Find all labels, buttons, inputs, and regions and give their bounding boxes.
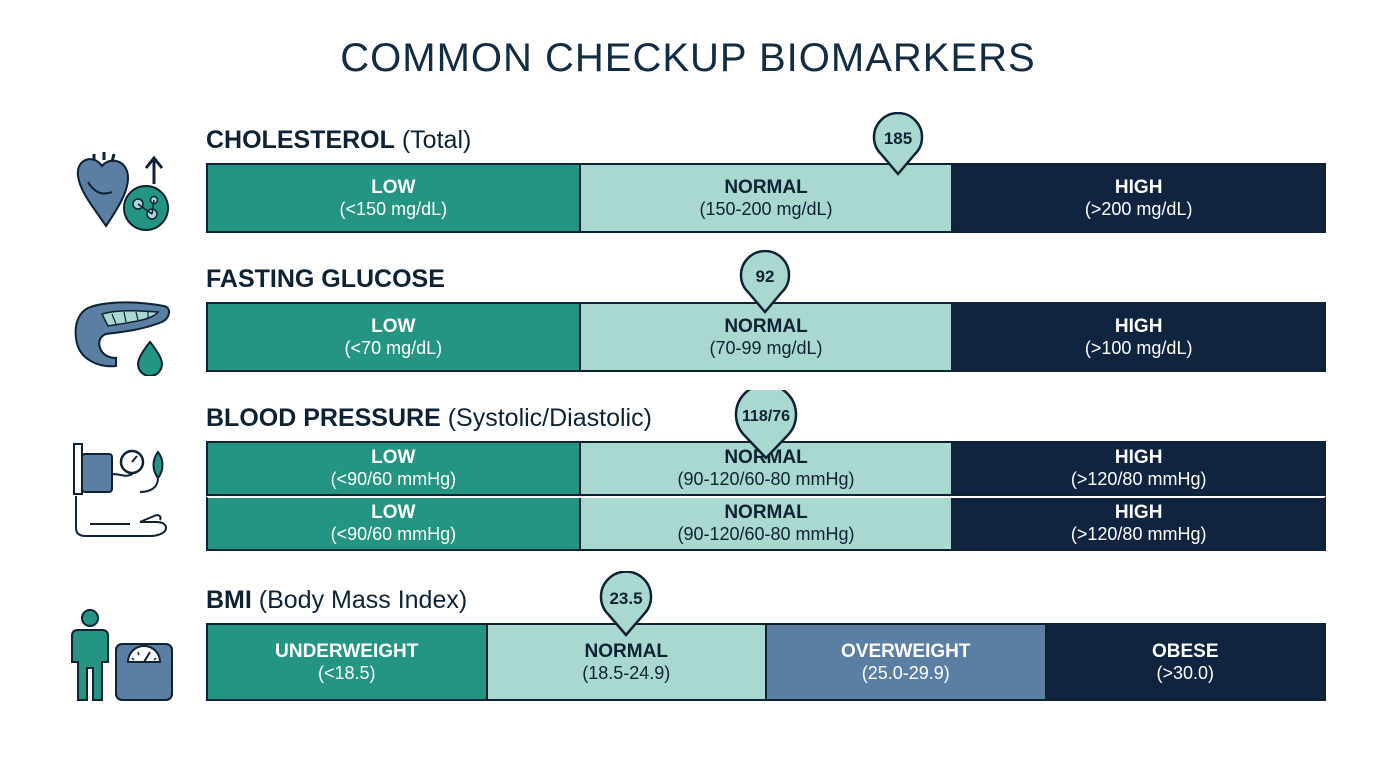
cholesterol-label-bold: CHOLESTEROL — [206, 126, 395, 154]
blood-pressure-range-bar-diastolic: LOW (<90/60 mmHg) NORMAL (90-120/60-80 m… — [206, 496, 1326, 551]
bmi-segment-normal: NORMAL (18.5-24.9) — [487, 625, 767, 699]
segment-range: (90-120/60-80 mmHg) — [677, 469, 855, 490]
bmi-segment-overweight: OVERWEIGHT (25.0-29.9) — [767, 625, 1047, 699]
segment-name: HIGH — [1114, 176, 1163, 198]
page-title: COMMON CHECKUP BIOMARKERS — [340, 36, 1036, 80]
blood-pressure-label: BLOOD PRESSURE (Systolic/Diastolic) — [206, 404, 652, 433]
segment-range: (>120/80 mmHg) — [1070, 524, 1207, 545]
blood-pressure-range-bars: LOW (<90/60 mmHg) NORMAL (90-120/60-80 m… — [206, 441, 1326, 551]
bmi-label-sub: (Body Mass Index) — [258, 586, 468, 614]
segment-name: HIGH — [1114, 447, 1163, 469]
cholesterol-label-sub: (Total) — [401, 126, 472, 154]
segment-range: (<90/60 mmHg) — [330, 524, 457, 545]
glucose-range-bar: LOW (<70 mg/dL) NORMAL (70-99 mg/dL) HIG… — [206, 302, 1326, 372]
person-scale-icon — [71, 609, 173, 701]
segment-range: (>120/80 mmHg) — [1070, 469, 1207, 490]
glucose-value-pin: 92 — [738, 249, 792, 314]
bp-segment-high: HIGH (>120/80 mmHg) — [953, 443, 1325, 494]
map-pin-icon — [599, 570, 653, 637]
bmi-value-pin: 23.5 — [598, 570, 654, 637]
segment-name: HIGH — [1114, 502, 1163, 524]
segment-range: (<70 mg/dL) — [344, 337, 443, 358]
cholesterol-segment-normal: NORMAL (150-200 mg/dL) — [580, 165, 954, 231]
blood-pressure-label-bold: BLOOD PRESSURE — [206, 404, 441, 432]
segment-name: NORMAL — [724, 502, 808, 524]
segment-range: (<18.5) — [317, 662, 376, 683]
segment-name: LOW — [371, 176, 416, 198]
cholesterol-range-bar: LOW (<150 mg/dL) NORMAL (150-200 mg/dL) … — [206, 163, 1326, 233]
pancreas-drop-icon — [74, 301, 170, 376]
segment-name: OVERWEIGHT — [841, 640, 971, 662]
bp-segment-high: HIGH (>120/80 mmHg) — [953, 498, 1325, 549]
segment-range: (150-200 mg/dL) — [699, 198, 833, 219]
segment-range: (<90/60 mmHg) — [330, 469, 457, 490]
cholesterol-segment-high: HIGH (>200 mg/dL) — [953, 165, 1325, 231]
glucose-value: 92 — [755, 267, 775, 286]
segment-name: LOW — [371, 315, 416, 337]
bmi-range-bar: UNDERWEIGHT (<18.5) NORMAL (18.5-24.9) O… — [206, 623, 1326, 701]
segment-name: NORMAL — [584, 640, 668, 662]
glucose-segment-high: HIGH (>100 mg/dL) — [953, 304, 1325, 370]
segment-range: (>30.0) — [1156, 662, 1215, 683]
segment-name: LOW — [371, 502, 416, 524]
segment-name: HIGH — [1114, 315, 1163, 337]
segment-range: (>200 mg/dL) — [1084, 198, 1193, 219]
segment-range: (>100 mg/dL) — [1084, 337, 1193, 358]
segment-name: OBESE — [1151, 640, 1219, 662]
cholesterol-value-pin: 185 — [871, 111, 925, 176]
blood-pressure-value-pin: 118/76 — [733, 383, 799, 460]
segment-name: NORMAL — [724, 315, 808, 337]
segment-range: (90-120/60-80 mmHg) — [677, 524, 855, 545]
glucose-label: FASTING GLUCOSE — [206, 265, 445, 294]
segment-range: (<150 mg/dL) — [339, 198, 448, 219]
segment-name: LOW — [371, 447, 416, 469]
segment-range: (25.0-29.9) — [861, 662, 950, 683]
map-pin-icon — [872, 111, 924, 176]
blood-pressure-label-sub: (Systolic/Diastolic) — [447, 404, 652, 432]
bmi-label: BMI (Body Mass Index) — [206, 586, 467, 615]
bmi-segment-obese: OBESE (>30.0) — [1046, 625, 1324, 699]
glucose-segment-low: LOW (<70 mg/dL) — [208, 304, 581, 370]
glucose-segment-normal: NORMAL (70-99 mg/dL) — [580, 304, 954, 370]
segment-name: UNDERWEIGHT — [275, 640, 419, 662]
blood-pressure-value: 118/76 — [741, 408, 791, 425]
bp-segment-normal: NORMAL (90-120/60-80 mmHg) — [580, 498, 954, 549]
map-pin-icon — [739, 249, 791, 314]
bmi-segment-underweight: UNDERWEIGHT (<18.5) — [208, 625, 488, 699]
segment-name: NORMAL — [724, 176, 808, 198]
heart-cholesterol-icon — [76, 152, 169, 231]
cholesterol-label: CHOLESTEROL (Total) — [206, 126, 471, 155]
glucose-label-bold: FASTING GLUCOSE — [206, 265, 445, 293]
blood-pressure-cuff-icon — [73, 443, 168, 537]
bmi-value: 23.5 — [609, 589, 643, 608]
segment-range: (70-99 mg/dL) — [709, 337, 823, 358]
bmi-label-bold: BMI — [206, 586, 252, 614]
cholesterol-value: 185 — [883, 129, 913, 148]
bp-segment-low: LOW (<90/60 mmHg) — [208, 498, 581, 549]
bp-segment-low: LOW (<90/60 mmHg) — [208, 443, 581, 494]
cholesterol-segment-low: LOW (<150 mg/dL) — [208, 165, 581, 231]
segment-range: (18.5-24.9) — [582, 662, 671, 683]
